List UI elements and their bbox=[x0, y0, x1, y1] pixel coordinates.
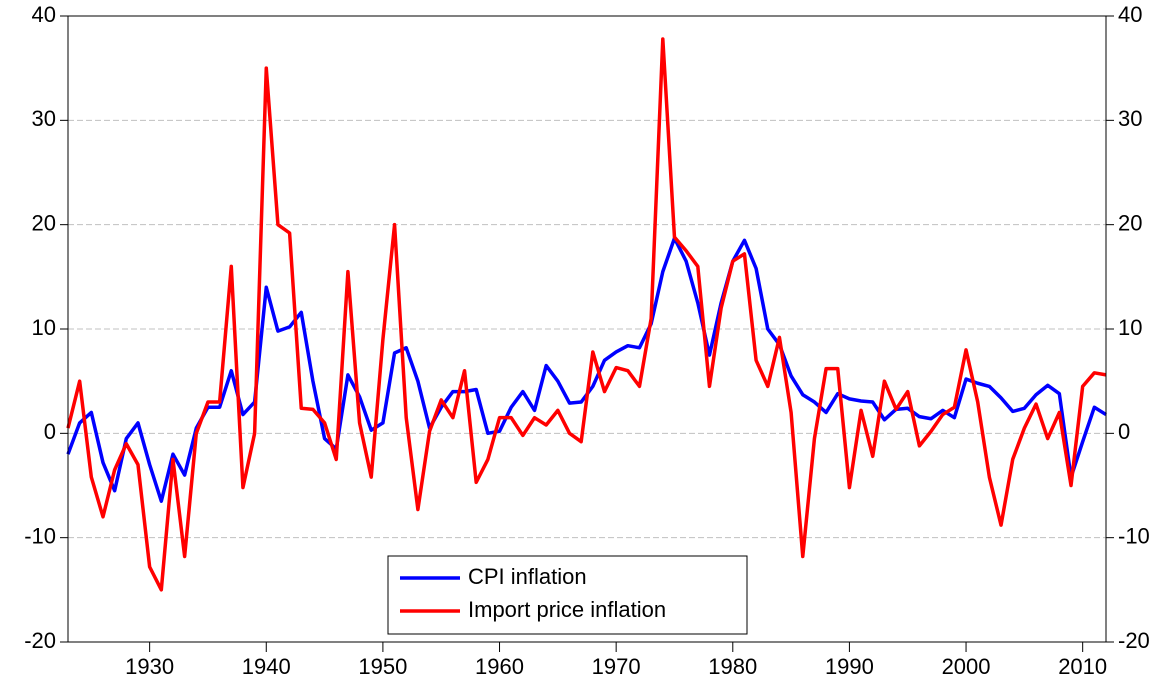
x-tick-label: 2000 bbox=[942, 654, 991, 679]
y2-tick-label: 30 bbox=[1118, 106, 1142, 131]
y2-tick-label: -10 bbox=[1118, 523, 1150, 548]
y2-tick-label: 0 bbox=[1118, 419, 1130, 444]
legend: CPI inflation Import price inflation bbox=[387, 555, 748, 635]
x-tick-label: 1970 bbox=[592, 654, 641, 679]
y-tick-label: -20 bbox=[24, 628, 56, 653]
legend-box bbox=[387, 555, 748, 635]
y2-tick-label: 40 bbox=[1118, 2, 1142, 27]
y2-tick-label: 10 bbox=[1118, 315, 1142, 340]
x-tick-label: 1940 bbox=[242, 654, 291, 679]
x-tick-label: 1930 bbox=[125, 654, 174, 679]
y-tick-label: 10 bbox=[32, 315, 56, 340]
y2-tick-label: -20 bbox=[1118, 628, 1150, 653]
series-line bbox=[66, 37, 1107, 592]
legend-label: CPI inflation bbox=[468, 564, 587, 589]
y-tick-label: 20 bbox=[32, 210, 56, 235]
y-tick-label: 40 bbox=[32, 2, 56, 27]
x-tick-label: 1950 bbox=[358, 654, 407, 679]
x-tick-label: 1990 bbox=[825, 654, 874, 679]
x-tick-label: 1960 bbox=[475, 654, 524, 679]
plot-frame bbox=[67, 15, 1107, 643]
y-tick-label: 0 bbox=[44, 419, 56, 444]
legend-label: Import price inflation bbox=[468, 597, 666, 622]
x-tick-label: 2010 bbox=[1058, 654, 1107, 679]
y-tick-label: 30 bbox=[32, 106, 56, 131]
y2-tick-label: 20 bbox=[1118, 210, 1142, 235]
y-tick-label: -10 bbox=[24, 523, 56, 548]
x-tick-label: 1980 bbox=[708, 654, 757, 679]
